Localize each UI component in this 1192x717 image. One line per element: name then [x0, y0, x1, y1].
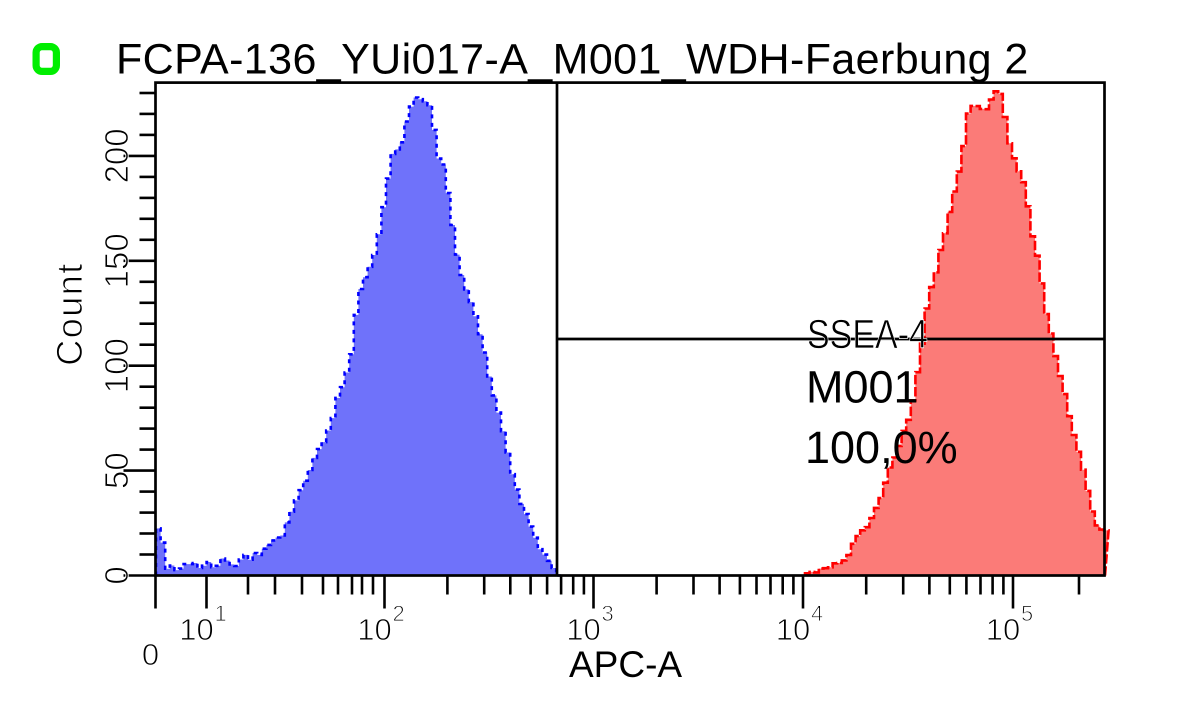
svg-text:FCPA-136_YUi017-A_M001_WDH-Fae: FCPA-136_YUi017-A_M001_WDH-Faerbung 2	[116, 36, 1029, 84]
svg-text:100: 100	[98, 338, 135, 393]
svg-text:10: 10	[179, 612, 213, 647]
svg-text:150: 150	[98, 233, 135, 288]
svg-text:Count: Count	[49, 262, 90, 366]
svg-text:10: 10	[776, 612, 810, 647]
svg-text:SSEA-4: SSEA-4	[807, 311, 928, 357]
svg-text:0: 0	[98, 566, 135, 584]
svg-text:5: 5	[1021, 601, 1033, 626]
svg-text:M001: M001	[806, 362, 919, 413]
svg-text:APC-A: APC-A	[569, 644, 682, 685]
svg-text:200: 200	[98, 128, 135, 183]
svg-text:4: 4	[811, 601, 823, 626]
svg-text:0: 0	[142, 637, 159, 672]
svg-text:50: 50	[98, 452, 135, 489]
svg-text:3: 3	[602, 601, 614, 626]
svg-text:10: 10	[357, 612, 391, 647]
svg-text:2: 2	[393, 601, 405, 626]
svg-text:10: 10	[566, 612, 600, 647]
svg-text:10: 10	[986, 612, 1020, 647]
svg-text:1: 1	[215, 601, 227, 626]
svg-text:100,0%: 100,0%	[805, 422, 958, 473]
